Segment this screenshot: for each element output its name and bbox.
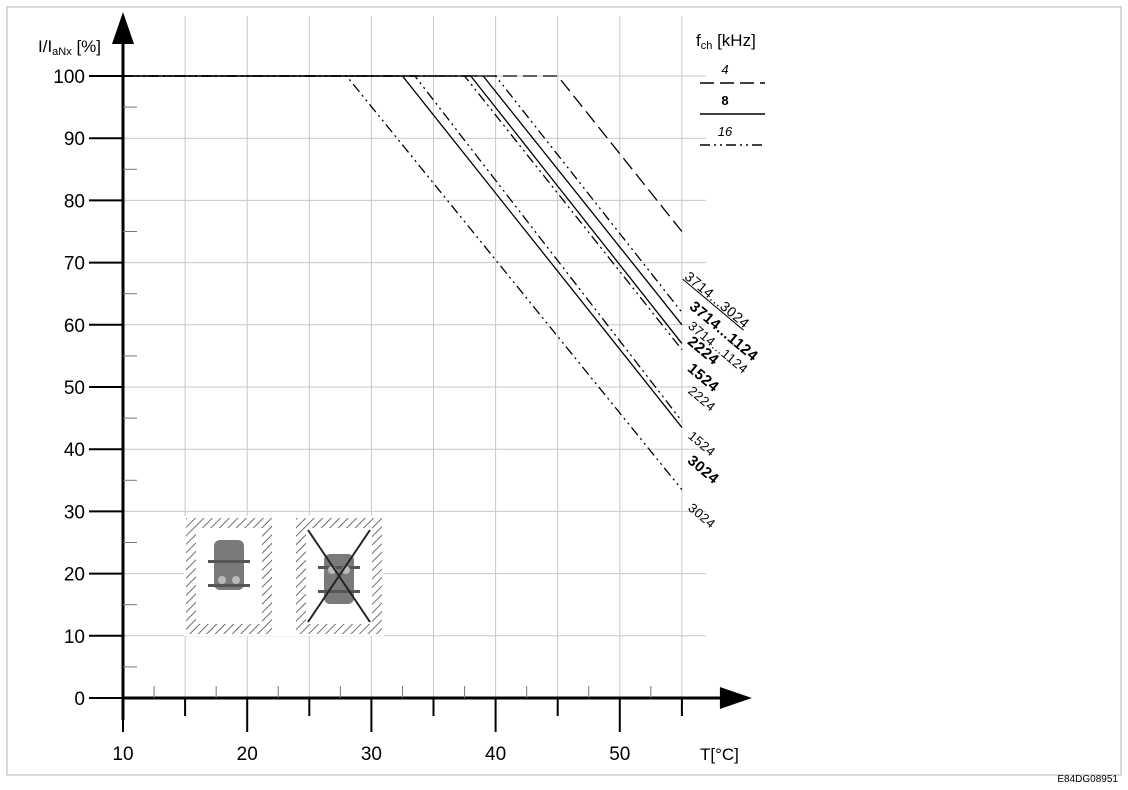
y-axis-label: I/IaNx [%] bbox=[38, 37, 101, 58]
x-tick-label: 50 bbox=[609, 744, 630, 765]
y-tick-label: 10 bbox=[64, 627, 85, 648]
series-line-dashdotdot bbox=[123, 75, 683, 313]
y-tick-label: 50 bbox=[64, 378, 85, 399]
series-line-dashdotdot bbox=[123, 75, 683, 351]
series-lines bbox=[123, 75, 683, 491]
legend-label-16: 16 bbox=[718, 124, 733, 139]
figure-code: E84DG08951 bbox=[1057, 774, 1118, 785]
series-line-dashdotdot bbox=[123, 75, 683, 422]
legend: fch [kHz] 4 8 16 bbox=[696, 31, 765, 146]
y-tick-label: 30 bbox=[64, 502, 85, 523]
legend-label-8: 8 bbox=[721, 93, 728, 108]
legend-title: fch [kHz] bbox=[696, 31, 756, 52]
y-tick-label: 0 bbox=[74, 689, 85, 710]
x-tick-label: 10 bbox=[112, 744, 133, 765]
y-tick-label: 20 bbox=[64, 565, 85, 586]
y-tick-label: 70 bbox=[64, 254, 85, 275]
axes bbox=[89, 12, 752, 732]
y-tick-label: 80 bbox=[64, 191, 85, 212]
series-line-solid bbox=[123, 75, 683, 344]
y-tick-label: 60 bbox=[64, 316, 85, 337]
series-line-solid bbox=[123, 75, 683, 428]
x-axis-label: T[°C] bbox=[700, 745, 739, 764]
x-tick-label: 20 bbox=[237, 744, 258, 765]
tick-labels: 0 10 20 30 40 50 60 70 80 90 100 10 20 30 40 50 bbox=[53, 67, 630, 765]
x-tick-label: 30 bbox=[361, 744, 382, 765]
figure-frame bbox=[6, 6, 1122, 776]
x-axis-arrow bbox=[719, 687, 752, 709]
y-tick-label: 40 bbox=[64, 440, 85, 461]
y-axis-arrow bbox=[112, 12, 134, 44]
x-tick-label: 40 bbox=[485, 744, 506, 765]
y-tick-label: 100 bbox=[53, 67, 85, 88]
legend-label-4: 4 bbox=[721, 62, 728, 77]
mounting-not-allowed-icon bbox=[296, 518, 382, 634]
series-line-dashdotdot bbox=[123, 75, 683, 491]
y-tick-label: 90 bbox=[64, 129, 85, 150]
series-line-dashed bbox=[123, 75, 683, 232]
